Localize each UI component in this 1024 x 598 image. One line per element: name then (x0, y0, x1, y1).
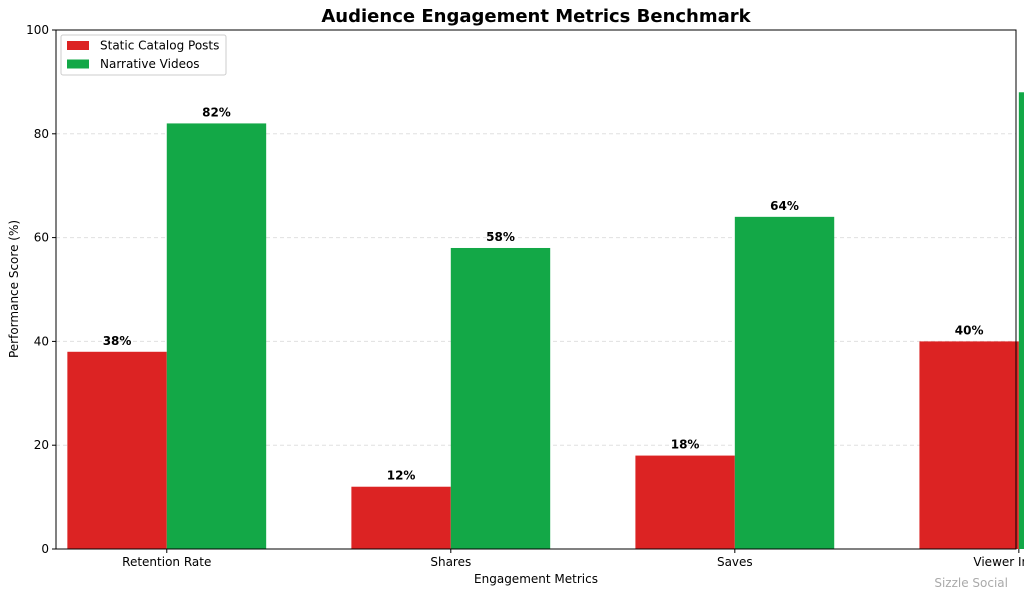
x-axis-ticks: Retention Rate Shares Saves Viewer Interest (122, 549, 1024, 569)
x-tick-label-saves: Saves (717, 555, 753, 569)
legend-frame (60, 34, 227, 76)
data-label-narrative-videos-saves: 64% (770, 199, 799, 213)
x-tick-label-retention-rate: Retention Rate (122, 555, 211, 569)
y-tick-label-80: 80 (34, 127, 49, 141)
data-labels: 38%82%12%58%18%64%40%88% (103, 105, 984, 483)
y-tick-label-100: 100 (26, 23, 49, 37)
bars (67, 92, 1024, 550)
bar-static-catalog-posts-viewer-interest (919, 341, 1019, 549)
x-tick-label-viewer-interest: Viewer Interest (973, 555, 1024, 569)
y-tick-label-60: 60 (34, 231, 49, 245)
data-label-narrative-videos-retention-rate: 82% (202, 105, 231, 119)
bar-static-catalog-posts-saves (635, 455, 735, 549)
watermark: Sizzle Social (934, 576, 1008, 590)
y-tick-label-0: 0 (41, 542, 49, 556)
bar-static-catalog-posts-retention-rate (67, 351, 167, 549)
data-label-static-catalog-posts-viewer-interest: 40% (955, 323, 984, 337)
y-tick-label-20: 20 (34, 438, 49, 452)
y-tick-label-40: 40 (34, 334, 49, 348)
data-label-narrative-videos-shares: 58% (486, 230, 515, 244)
x-tick-label-shares: Shares (430, 555, 471, 569)
y-axis-label: Performance Score (%) (7, 220, 21, 358)
legend-swatch-static-catalog-posts (67, 41, 89, 50)
legend-label-static-catalog-posts: Static Catalog Posts (100, 39, 219, 53)
bar-narrative-videos-viewer-interest (1018, 92, 1024, 549)
legend-swatch-narrative-videos (67, 59, 89, 69)
y-axis-ticks: 0 20 40 60 80 100 (26, 23, 56, 556)
bar-narrative-videos-retention-rate (166, 123, 267, 550)
chart-title: Audience Engagement Metrics Benchmark (321, 6, 751, 27)
data-label-static-catalog-posts-retention-rate: 38% (103, 334, 132, 348)
plot-frame (55, 29, 1017, 550)
bar-narrative-videos-shares (450, 247, 551, 550)
legend: Static Catalog Posts Narrative Videos (60, 34, 227, 76)
data-label-static-catalog-posts-shares: 12% (387, 469, 416, 483)
data-label-static-catalog-posts-saves: 18% (671, 438, 700, 452)
x-axis-label: Engagement Metrics (474, 572, 598, 586)
bar-static-catalog-posts-shares (351, 486, 451, 549)
legend-label-narrative-videos: Narrative Videos (100, 57, 200, 71)
bar-narrative-videos-saves (734, 216, 835, 549)
